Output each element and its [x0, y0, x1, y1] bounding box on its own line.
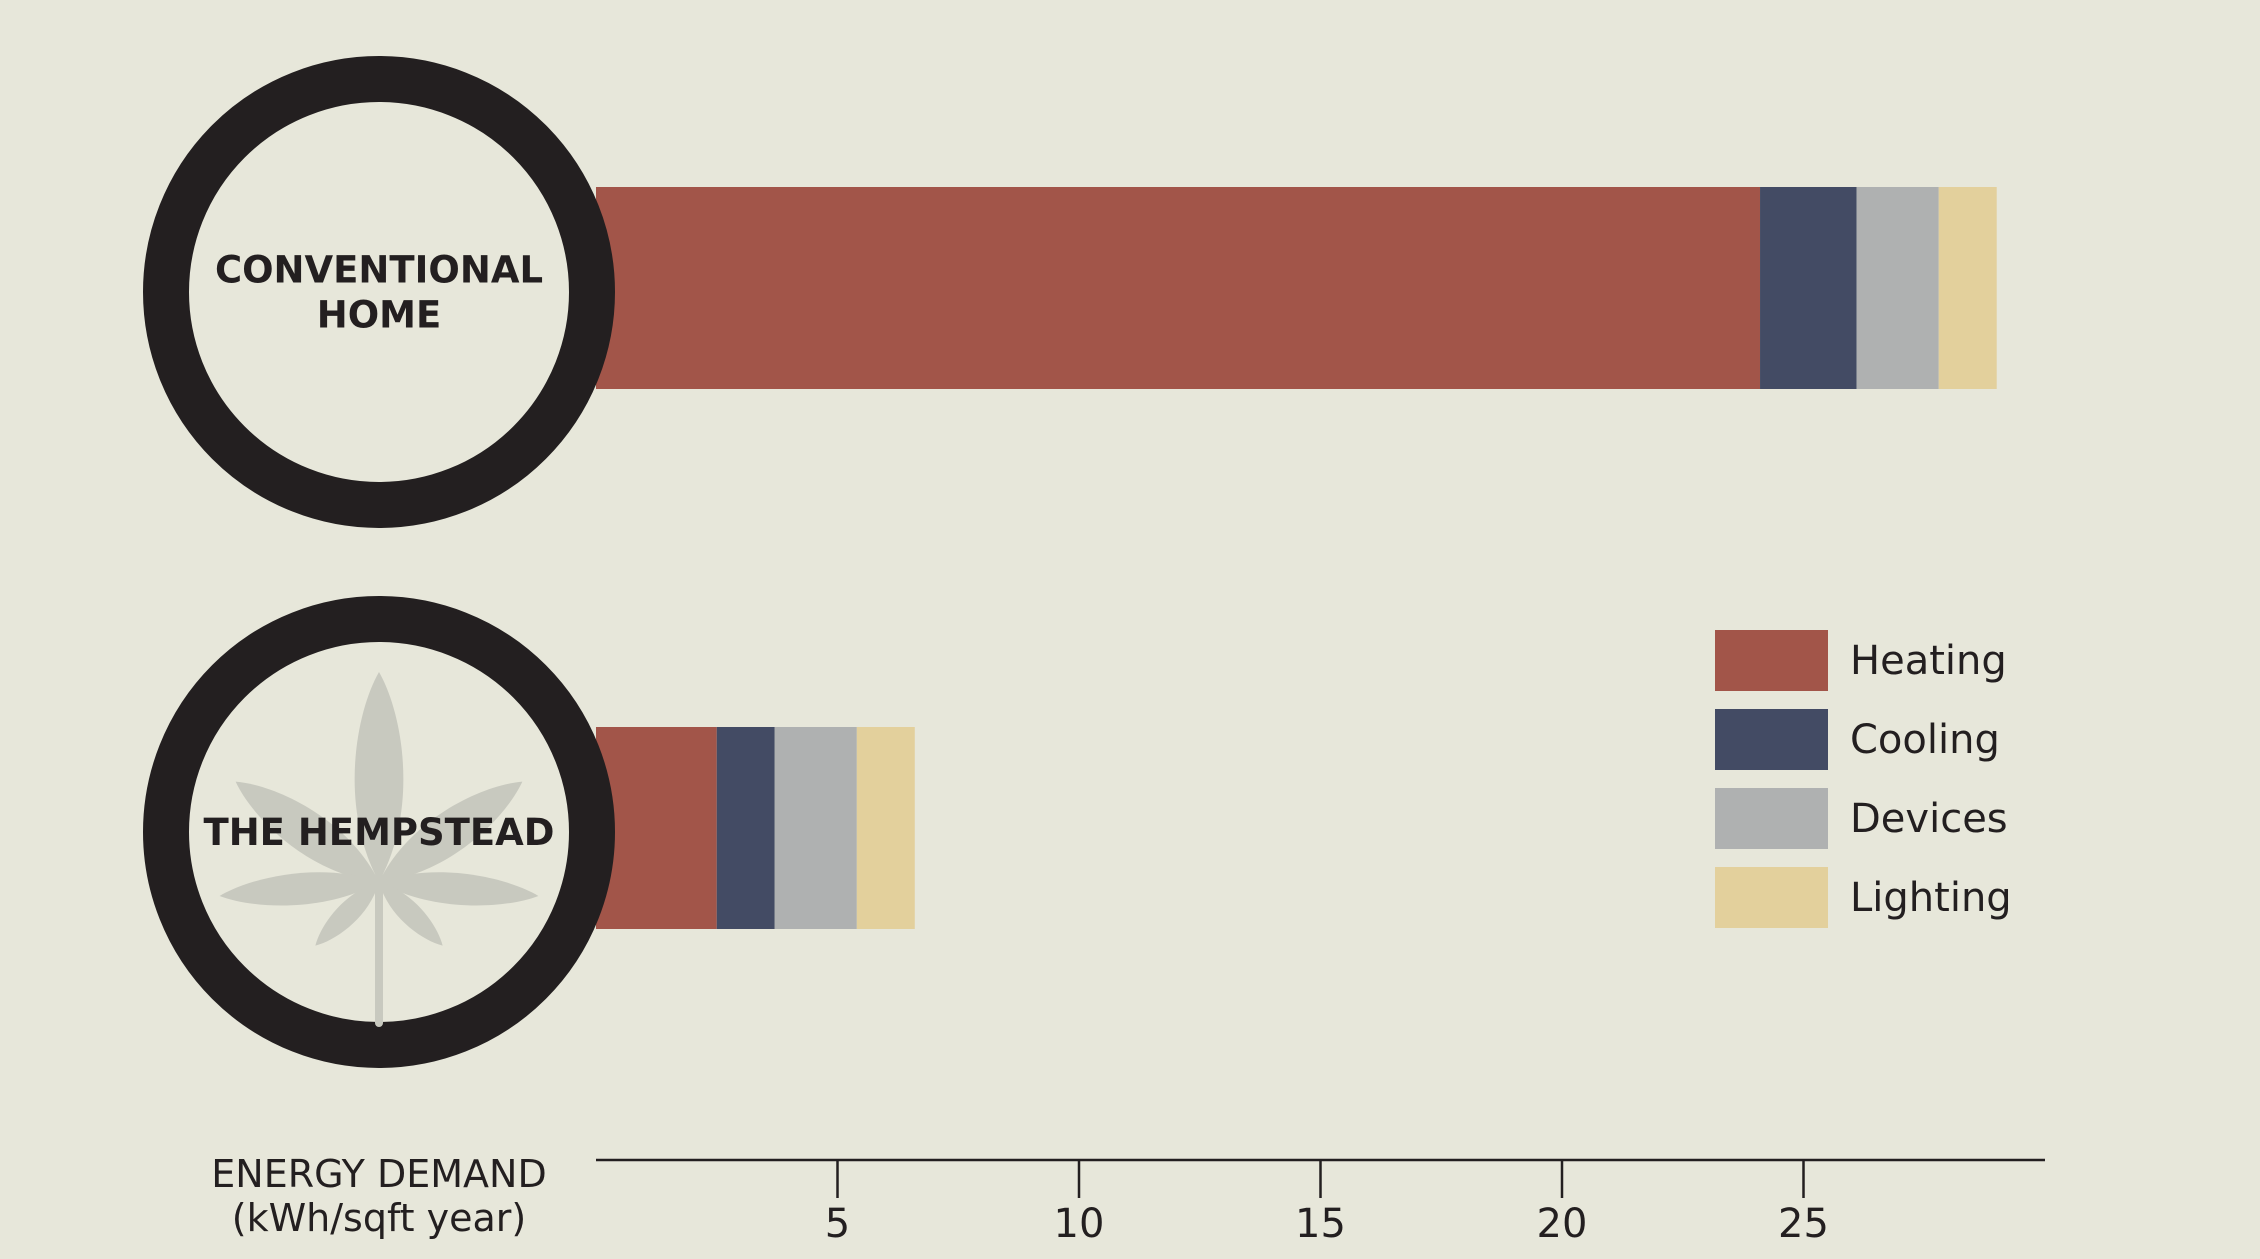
category-label: HOME: [317, 294, 442, 337]
bar-conventional-home-lighting: [1938, 187, 1997, 389]
category-label: THE HEMPSTEAD: [203, 811, 554, 854]
hemp-leaf-icon: [219, 672, 539, 1027]
legend-swatch-lighting: [1715, 867, 1828, 928]
legend-label-devices: Devices: [1850, 796, 2008, 842]
bar-conventional-home-devices: [1856, 187, 1939, 389]
bar-conventional-home-heating: [596, 187, 1761, 389]
legend-label-heating: Heating: [1850, 638, 2007, 684]
x-axis: 5 10 15 20 25 ENERGY DEMAND(kWh/sqft year): [211, 1152, 2045, 1247]
bar-the-hempstead-lighting: [856, 727, 915, 929]
x-tick-label: 10: [1054, 1201, 1105, 1247]
category-label: CONVENTIONAL: [215, 249, 543, 292]
legend-label-cooling: Cooling: [1850, 717, 2000, 763]
bar-conventional-home-cooling: [1760, 187, 1857, 389]
x-tick-label: 25: [1778, 1201, 1829, 1247]
legend-swatch-heating: [1715, 630, 1828, 691]
badge-ring: [143, 56, 615, 528]
bar-the-hempstead-devices: [774, 727, 857, 929]
bars-layer: [596, 187, 1997, 929]
x-tick-label: 15: [1295, 1201, 1346, 1247]
x-tick-label: 5: [825, 1201, 850, 1247]
x-axis-title: (kWh/sqft year): [232, 1196, 527, 1240]
x-tick-label: 20: [1537, 1201, 1588, 1247]
bar-the-hempstead-cooling: [716, 727, 775, 929]
legend-label-lighting: Lighting: [1850, 875, 2012, 921]
bar-the-hempstead-heating: [596, 727, 717, 929]
legend-swatch-devices: [1715, 788, 1828, 849]
x-axis-title: ENERGY DEMAND: [211, 1152, 546, 1196]
legend: Heating Cooling Devices Lighting: [1715, 630, 2012, 928]
badge-the-hempstead: THE HEMPSTEAD: [143, 596, 615, 1068]
legend-swatch-cooling: [1715, 709, 1828, 770]
